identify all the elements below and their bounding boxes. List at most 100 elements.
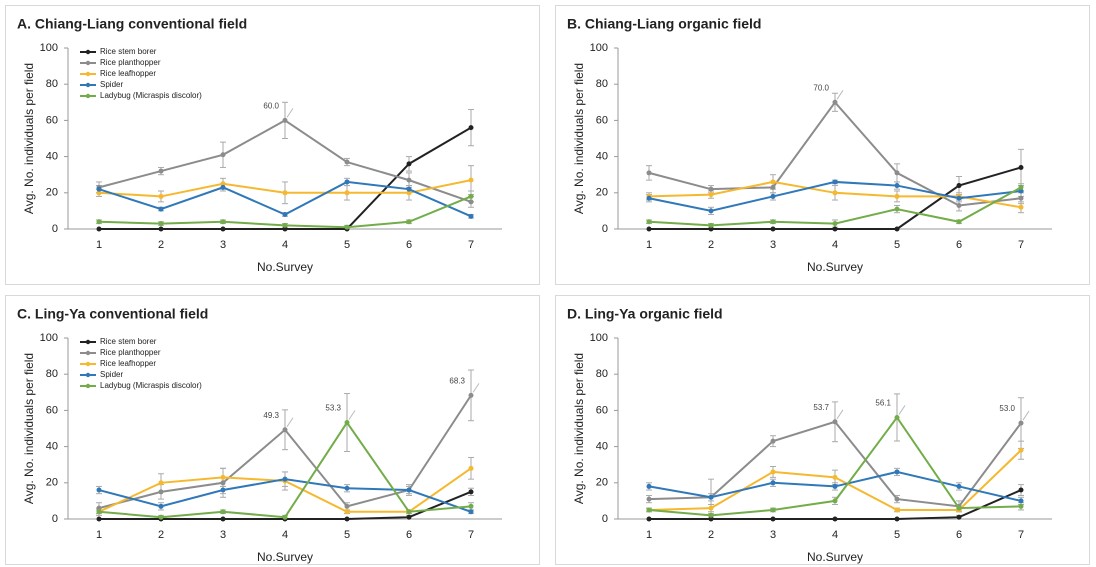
data-point — [894, 496, 900, 502]
legend-marker — [85, 383, 91, 389]
y-tick-label: 100 — [590, 332, 608, 344]
x-tick-label: 6 — [956, 529, 962, 541]
data-point — [708, 186, 714, 192]
legend-marker — [85, 361, 91, 367]
data-point — [1018, 164, 1024, 170]
y-tick-label: 20 — [46, 477, 58, 489]
data-point — [282, 117, 288, 123]
data-point — [770, 507, 776, 513]
y-tick-label: 60 — [46, 114, 58, 126]
label-leader — [286, 417, 294, 428]
x-axis-title: No.Survey — [257, 550, 313, 564]
data-point — [894, 516, 900, 522]
x-tick-label: 2 — [708, 529, 714, 541]
legend-marker — [85, 82, 91, 88]
x-tick-label: 6 — [406, 529, 412, 541]
label-leader — [472, 383, 480, 393]
data-point — [956, 483, 962, 489]
data-point — [96, 226, 102, 232]
data-point — [158, 489, 164, 495]
panel-border — [555, 295, 1090, 565]
chart-title: C. Ling-Ya conventional field — [17, 306, 208, 322]
y-tick-label: 100 — [590, 42, 608, 54]
label-leader — [898, 405, 906, 415]
data-point — [708, 226, 714, 232]
legend-marker — [85, 372, 91, 378]
data-point — [646, 219, 652, 225]
x-tick-label: 6 — [406, 239, 412, 251]
data-point — [894, 226, 900, 232]
data-point — [468, 392, 474, 398]
data-point — [282, 226, 288, 232]
data-point — [406, 177, 412, 183]
data-point — [344, 503, 350, 509]
data-point — [96, 516, 102, 522]
chart-title: A. Chiang-Liang conventional field — [17, 16, 247, 32]
x-tick-label: 4 — [832, 529, 838, 541]
data-point — [770, 193, 776, 199]
data-point — [158, 221, 164, 227]
data-point — [956, 219, 962, 225]
data-point — [832, 226, 838, 232]
x-tick-label: 1 — [96, 529, 102, 541]
data-point — [96, 509, 102, 515]
data-point — [708, 192, 714, 198]
data-point — [468, 509, 474, 515]
data-point — [708, 512, 714, 518]
value-label: 60.0 — [263, 102, 279, 111]
data-point — [646, 195, 652, 201]
legend-marker — [85, 71, 91, 77]
legend-label: Ladybug (Micraspis discolor) — [100, 381, 202, 390]
data-point — [468, 193, 474, 199]
data-point — [832, 419, 838, 425]
x-tick-label: 4 — [832, 239, 838, 251]
x-tick-label: 7 — [468, 239, 474, 251]
data-point — [344, 179, 350, 185]
y-axis-title: Avg. No. individuals per field — [572, 63, 586, 214]
data-point — [96, 186, 102, 192]
data-point — [406, 186, 412, 192]
y-tick-label: 0 — [602, 223, 608, 235]
x-tick-label: 4 — [282, 529, 288, 541]
value-label: 70.0 — [813, 83, 829, 92]
y-axis-title: Avg. No. individuals per field — [572, 353, 586, 504]
data-point — [96, 219, 102, 225]
x-tick-label: 3 — [220, 529, 226, 541]
data-point — [770, 184, 776, 190]
data-point — [468, 177, 474, 183]
x-tick-label: 6 — [956, 239, 962, 251]
data-point — [894, 206, 900, 212]
legend-marker — [85, 49, 91, 55]
legend-label: Rice planthopper — [100, 58, 161, 67]
chart-panel: A. Chiang-Liang conventional field 0 20 40 6… — [5, 5, 540, 285]
data-point — [220, 509, 226, 515]
data-point — [1018, 184, 1024, 190]
x-tick-label: 4 — [282, 239, 288, 251]
data-point — [220, 226, 226, 232]
y-tick-label: 40 — [596, 441, 608, 453]
data-point — [832, 483, 838, 489]
value-label: 53.0 — [999, 404, 1015, 413]
x-tick-label: 3 — [770, 529, 776, 541]
data-point — [468, 199, 474, 205]
legend-label: Rice leafhopper — [100, 359, 156, 368]
data-point — [770, 219, 776, 225]
x-tick-label: 5 — [894, 529, 900, 541]
data-point — [708, 516, 714, 522]
data-point — [1018, 503, 1024, 509]
data-point — [956, 202, 962, 208]
legend-marker — [85, 339, 91, 345]
data-point — [220, 181, 226, 187]
label-leader — [348, 410, 356, 420]
panel-border — [555, 5, 1090, 285]
data-point — [468, 503, 474, 509]
x-tick-label: 5 — [894, 239, 900, 251]
x-tick-label: 3 — [770, 239, 776, 251]
data-point — [646, 507, 652, 513]
y-tick-label: 60 — [596, 404, 608, 416]
data-point — [770, 226, 776, 232]
legend-marker — [85, 350, 91, 356]
y-tick-label: 80 — [46, 78, 58, 90]
x-tick-label: 3 — [220, 239, 226, 251]
